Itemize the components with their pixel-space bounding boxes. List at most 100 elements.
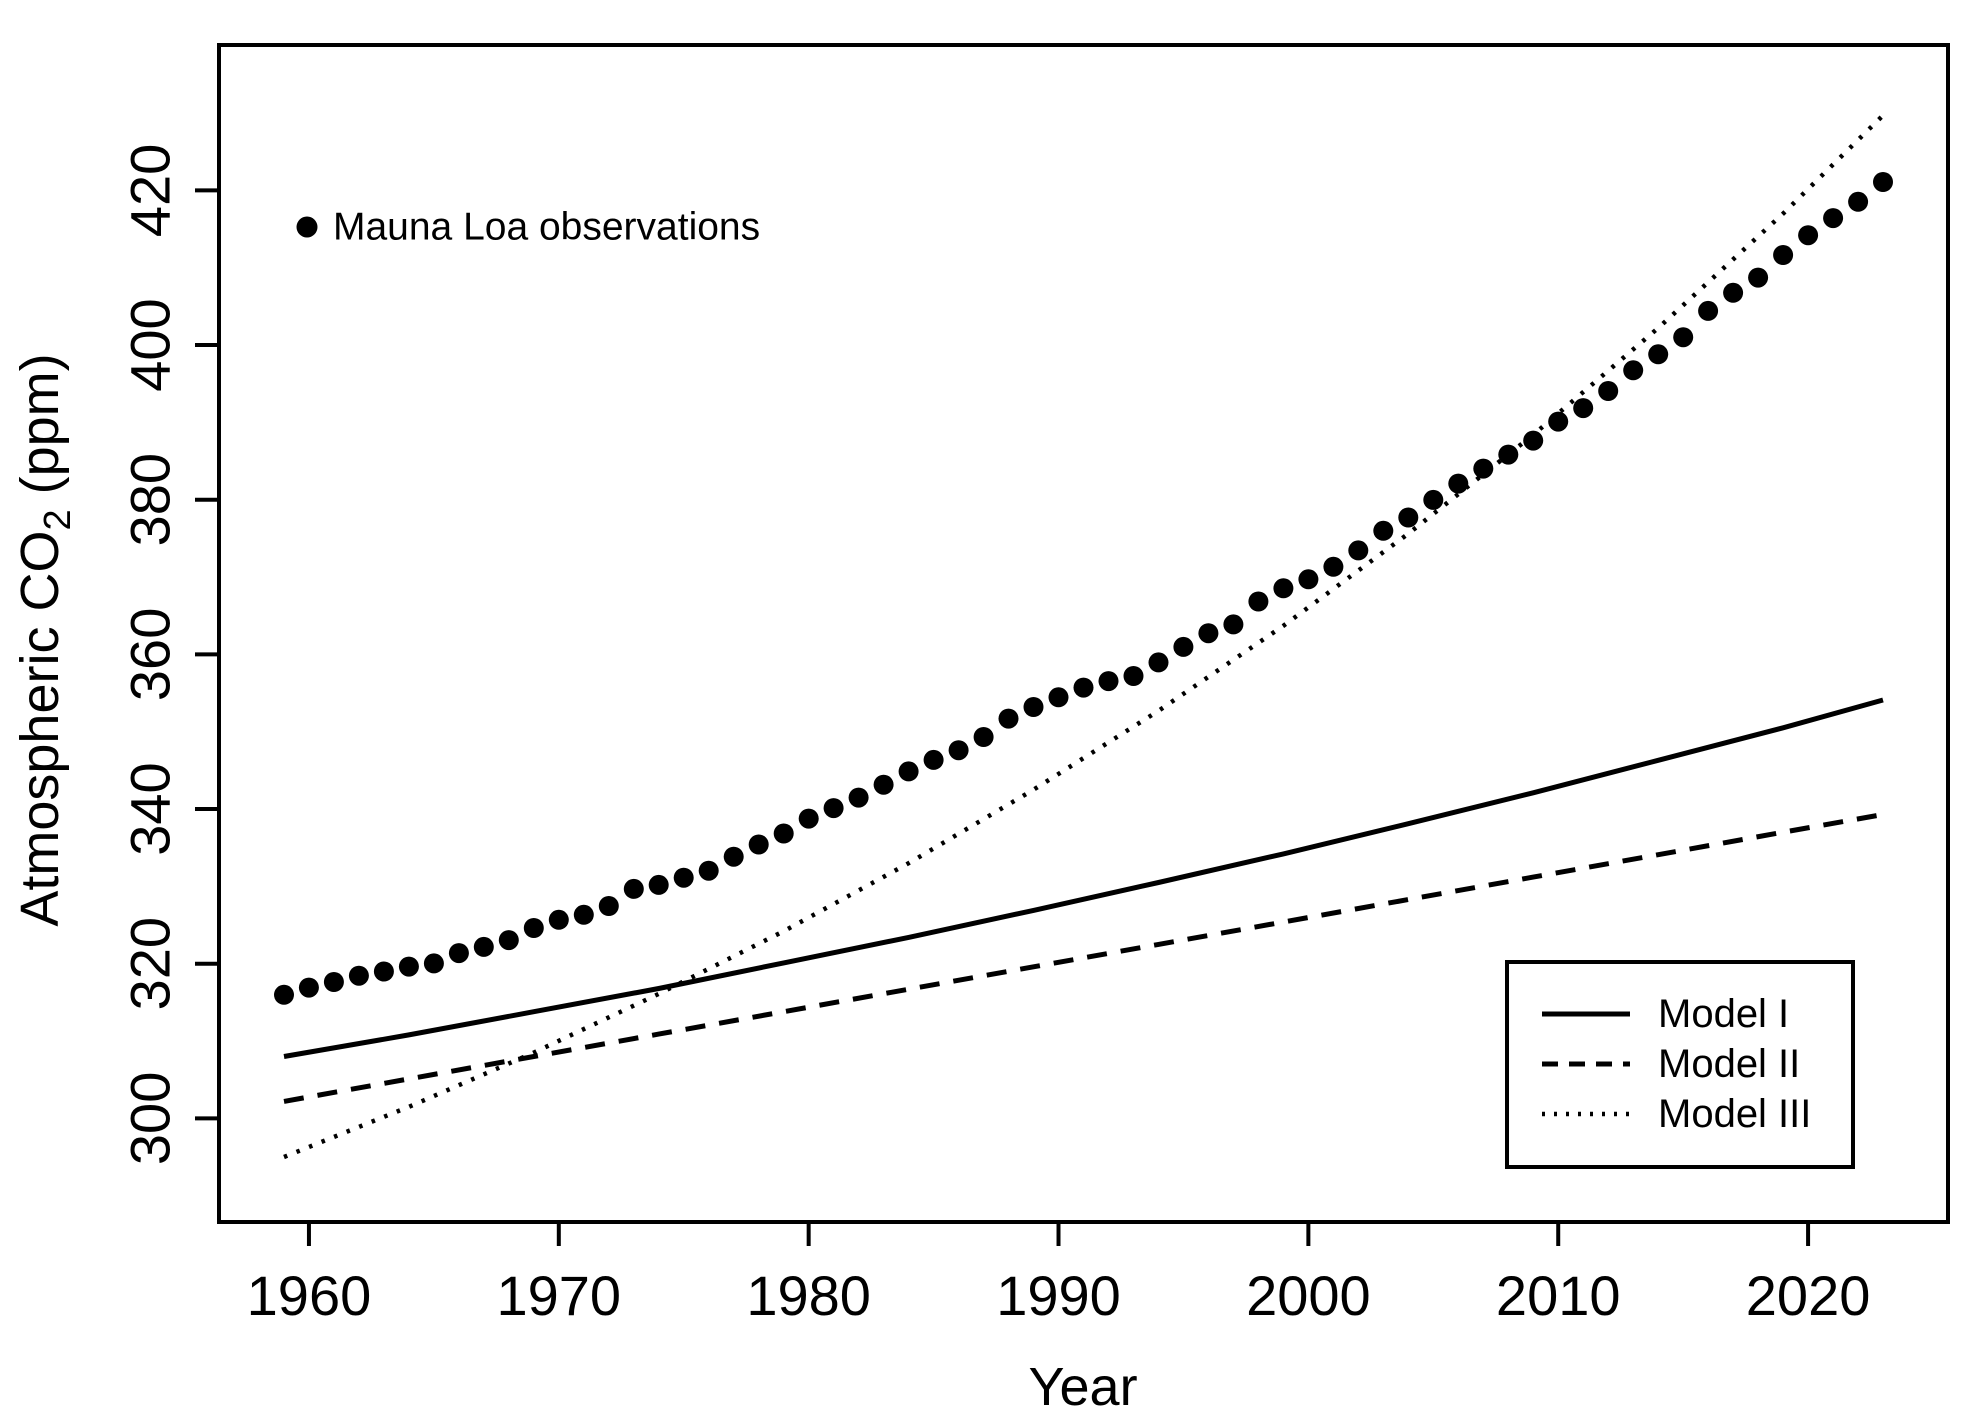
observation-point: [1123, 666, 1144, 686]
y-axis-title-part: 2: [37, 509, 79, 530]
legend-entry-label: Model II: [1658, 1042, 1800, 1086]
x-tick-label: 1960: [247, 1264, 372, 1327]
observation-point: [448, 943, 469, 964]
observation-point: [623, 878, 644, 899]
observation-point: [274, 984, 294, 1005]
observation-point: [1323, 556, 1344, 577]
observation-point: [1823, 208, 1844, 229]
observation-point: [1473, 458, 1494, 479]
observation-point: [473, 936, 494, 957]
observation-point: [898, 761, 919, 782]
observation-points: [274, 172, 1893, 1005]
observation-point: [1223, 614, 1244, 635]
observation-point: [798, 808, 819, 829]
y-tick-label: 300: [119, 1072, 182, 1165]
y-axis-title-part: Atmospheric CO: [10, 531, 70, 927]
observation-point: [1198, 623, 1219, 644]
observation-point: [698, 860, 719, 881]
observations-key-marker: [296, 216, 318, 238]
observation-point: [1848, 191, 1869, 212]
observation-point: [1673, 327, 1694, 348]
y-axis: 300 320 340 360 380 400 420: [119, 144, 219, 1165]
observation-point: [948, 740, 969, 761]
observation-point: [1748, 267, 1769, 288]
observation-point: [423, 953, 444, 974]
observation-point: [348, 965, 369, 986]
model-curves: [283, 113, 1885, 1160]
x-tick-label: 2020: [1746, 1264, 1871, 1327]
observation-point: [1498, 444, 1519, 465]
y-tick-label: 340: [119, 762, 182, 855]
observation-point: [823, 798, 844, 819]
y-axis-title: Atmospheric CO2 (ppm): [10, 353, 79, 926]
observation-point: [1523, 430, 1544, 451]
observation-point: [773, 823, 794, 844]
x-tick-label: 1980: [746, 1264, 871, 1327]
observation-point: [1348, 540, 1369, 561]
observation-point: [298, 977, 319, 998]
observation-point: [998, 708, 1019, 729]
observation-point: [523, 918, 544, 938]
observation-point: [873, 774, 894, 795]
observation-point: [1598, 381, 1619, 401]
observation-point: [1073, 677, 1094, 698]
observation-point: [1623, 360, 1644, 381]
x-axis: 1960 1970 1980 1990 2000 2010 2020: [247, 1222, 1871, 1327]
observation-point: [398, 956, 419, 977]
y-tick-label: 320: [119, 917, 182, 1010]
observation-point: [573, 904, 594, 925]
legend-border: [1505, 960, 1855, 1169]
legend-entry-label: Model I: [1658, 992, 1789, 1036]
observation-point: [748, 834, 769, 855]
x-tick-label: 1970: [497, 1264, 622, 1327]
observation-point: [373, 961, 394, 982]
legend-entry-label: Model III: [1658, 1092, 1811, 1136]
x-axis-title: Year: [1028, 1357, 1137, 1417]
observation-point: [648, 874, 669, 895]
observation-point: [1873, 172, 1893, 192]
observation-point: [1648, 344, 1669, 365]
observation-point: [1248, 591, 1269, 612]
y-tick-label: 400: [119, 298, 182, 391]
legend-box: Model I Model II Model III: [1505, 960, 1855, 1169]
observation-point: [1723, 282, 1744, 303]
x-tick-label: 2000: [1246, 1264, 1371, 1327]
observation-point: [323, 972, 344, 992]
y-tick-label: 420: [119, 144, 182, 237]
observation-point: [848, 787, 869, 808]
observation-point: [1273, 578, 1294, 599]
y-axis-title-part: (ppm): [10, 353, 70, 509]
inplot-observations-key: Mauna Loa observations: [296, 206, 760, 249]
observation-point: [1423, 489, 1444, 510]
observation-point: [1398, 507, 1419, 528]
observation-point: [1148, 652, 1169, 673]
observation-point: [1448, 473, 1469, 494]
observation-point: [1548, 411, 1569, 432]
observation-point: [923, 749, 944, 770]
observation-point: [973, 727, 994, 747]
observation-point: [1173, 636, 1194, 657]
plot-border: [217, 43, 1950, 1224]
observation-point: [673, 867, 694, 888]
x-tick-label: 2010: [1496, 1264, 1621, 1327]
observations-key-label: Mauna Loa observations: [333, 206, 760, 249]
observation-point: [1373, 520, 1394, 541]
observation-point: [1298, 569, 1319, 590]
observation-point: [1698, 300, 1719, 321]
observation-point: [1048, 687, 1069, 708]
observation-point: [1098, 671, 1119, 692]
model-curve-model-ii: [283, 812, 1884, 1104]
observation-point: [598, 896, 619, 916]
observation-point: [723, 846, 744, 867]
observation-point: [1023, 697, 1044, 717]
x-tick-label: 1990: [996, 1264, 1121, 1327]
y-tick-label: 380: [119, 453, 182, 546]
observation-point: [548, 909, 569, 930]
observation-point: [1573, 398, 1594, 419]
observation-point: [498, 930, 519, 951]
y-tick-label: 360: [119, 608, 182, 701]
observation-point: [1773, 245, 1794, 265]
